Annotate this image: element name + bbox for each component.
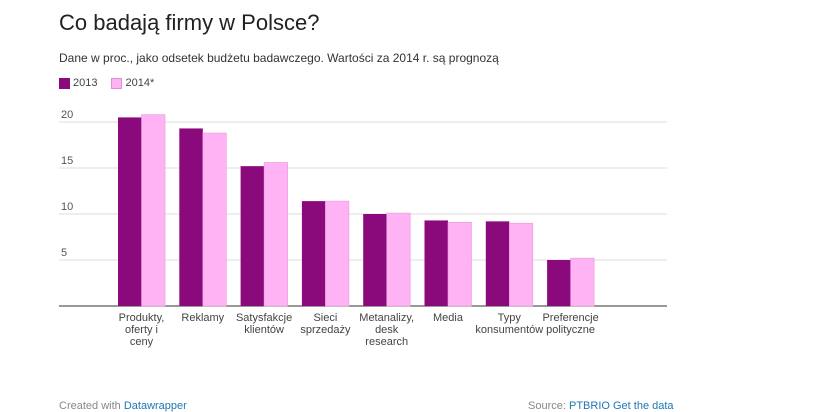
bar-2013-4 [301, 201, 326, 306]
legend-swatch-2013 [59, 77, 70, 89]
bar-2013-2 [179, 128, 203, 306]
bar-2013-8 [547, 260, 571, 306]
bars [118, 114, 595, 307]
category-label: desk [375, 324, 399, 336]
legend-swatch-2014 [111, 77, 123, 89]
category-label: oferty i [125, 324, 158, 336]
bar-2014-6 [447, 221, 472, 307]
legend: 2013 2014* [59, 76, 168, 90]
chart-subtitle: Dane w proc., jako odsetek budżetu badaw… [59, 51, 499, 65]
category-label: klientów [244, 324, 284, 336]
bar-2014-2 [202, 132, 227, 307]
category-label: Media [433, 312, 464, 324]
footer-source-link[interactable]: PTBRIO [568, 400, 610, 412]
legend-label-2014: 2014* [125, 77, 155, 89]
bar-2013-6 [424, 220, 448, 306]
bar-2014-5 [386, 212, 411, 307]
category-label: Satysfakcje [236, 312, 292, 324]
bar-2013-1 [118, 117, 142, 307]
footer-created-prefix: Created with [59, 400, 121, 412]
y-tick-label: 10 [61, 201, 73, 213]
legend-item-2014: 2014* [111, 77, 154, 89]
bar-2013-7 [485, 221, 510, 306]
category-label: konsumentów [475, 324, 543, 336]
category-label: sprzedaży [300, 324, 351, 336]
bar-2014-1 [141, 114, 166, 307]
footer-credit: Created with Datawrapper [59, 400, 187, 412]
category-label: Metanalizy, [359, 312, 414, 324]
category-label: Sieci [313, 312, 337, 324]
footer-datawrapper-link[interactable]: Datawrapper [123, 400, 187, 412]
category-label: research [365, 336, 408, 348]
bar-2014-7 [508, 222, 534, 307]
bar-2013-3 [240, 166, 265, 306]
footer-get-data-link[interactable]: Get the data [613, 400, 674, 412]
y-tick-label: 5 [61, 247, 67, 259]
footer-source: Source: PTBRIO Get the data [528, 400, 674, 412]
legend-label-2013: 2013 [73, 77, 98, 89]
category-label: ceny [130, 336, 154, 348]
category-label: polityczne [546, 324, 595, 336]
bar-2013-5 [363, 214, 387, 306]
bar-2014-3 [263, 162, 288, 307]
footer-source-prefix: Source: [528, 400, 566, 412]
category-label: Typy [498, 312, 522, 324]
y-tick-label: 20 [61, 109, 73, 121]
category-label: Produkty, [119, 312, 165, 324]
category-label: Preferencje [542, 312, 598, 324]
legend-item-2013: 2013 [59, 77, 97, 89]
y-tick-label: 15 [61, 155, 73, 167]
category-label: Reklamy [181, 312, 224, 324]
bar-2014-4 [325, 200, 350, 307]
bar-2014-8 [570, 257, 595, 307]
chart-title: Co badają firmy w Polsce? [59, 10, 320, 35]
